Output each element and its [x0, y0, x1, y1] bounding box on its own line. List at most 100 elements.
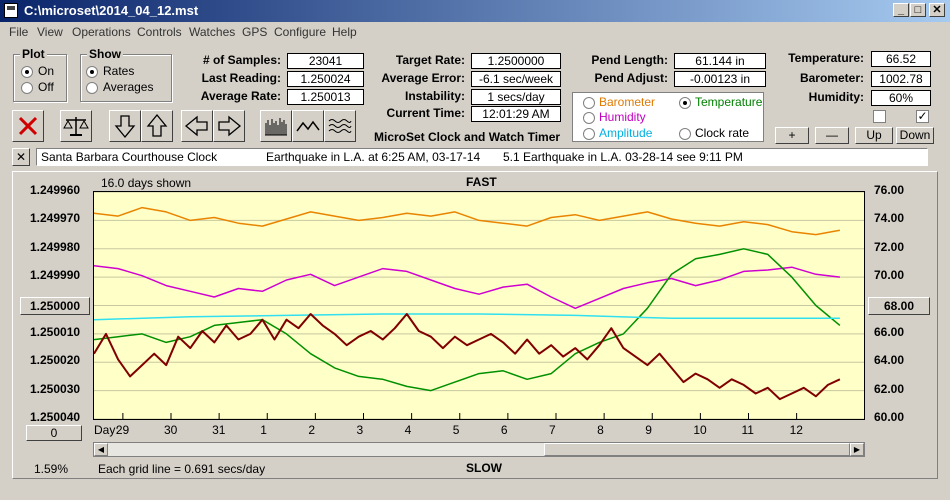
minimize-button[interactable]: _	[893, 3, 909, 17]
temperature-value: 66.52	[871, 51, 931, 67]
x-axis-tick-label: 1	[260, 423, 267, 437]
right-axis-tick-label: 66.00	[874, 324, 905, 339]
wave-graph-icon[interactable]	[324, 110, 356, 142]
sensor-amplitude-radio[interactable]	[583, 128, 595, 140]
bar-graph-icon[interactable]	[260, 110, 292, 142]
x-axis-tick-label: 3	[356, 423, 364, 437]
sensor-temperature-label[interactable]: Temperature	[695, 95, 763, 109]
scroll-thumb[interactable]	[544, 443, 850, 456]
left-axis-tick-label: 1.250010	[30, 324, 81, 339]
plot-on-radio[interactable]	[21, 66, 33, 78]
plot-group: Plot On Off	[13, 47, 67, 102]
scroll-left-arrow-icon[interactable]: ◀	[94, 443, 108, 456]
scroll-up-button[interactable]: Up	[855, 127, 893, 144]
plot-on-label[interactable]: On	[38, 64, 55, 78]
x-axis-tick-label: 9	[645, 423, 652, 437]
sensor-amplitude-label[interactable]: Amplitude	[599, 126, 653, 140]
left-axis-tick-label: 1.249990	[30, 268, 81, 283]
balance-scale-icon[interactable]	[60, 110, 92, 142]
up-arrow-icon[interactable]	[141, 110, 173, 142]
x-axis-tick-label: 12	[789, 423, 803, 437]
clear-notes-button[interactable]: ✕	[12, 148, 30, 166]
menu-watches[interactable]: Watches	[189, 25, 236, 39]
menu-gps[interactable]: GPS	[242, 25, 268, 39]
percent-text: 1.59%	[34, 462, 69, 476]
sensor-temperature-radio[interactable]	[679, 97, 691, 109]
series-amplitude-line	[93, 313, 840, 321]
x-axis-tick-label: 2	[308, 423, 316, 437]
sensor-barometer-label[interactable]: Barometer	[599, 95, 656, 109]
left-arrow-icon[interactable]	[181, 110, 213, 142]
chart-panel	[12, 171, 938, 479]
plot-area	[93, 191, 865, 420]
show-group-label: Show	[87, 47, 123, 61]
left-axis-tick-label: 1.250040	[30, 410, 81, 424]
sensor-clockrate-radio[interactable]	[679, 128, 691, 140]
x-axis-tick-label: 4	[404, 423, 412, 437]
current-time-label: Current Time:	[386, 106, 465, 120]
current-time-value: 12:01:29 AM	[471, 106, 561, 122]
scroll-down-button[interactable]: Down	[896, 127, 934, 144]
right-axis-tick-label: 62.00	[874, 381, 905, 396]
line-graph-icon[interactable]	[292, 110, 324, 142]
show-averages-label[interactable]: Averages	[103, 80, 154, 94]
down-arrow-icon[interactable]	[109, 110, 141, 142]
right-arrow-icon[interactable]	[213, 110, 245, 142]
horizontal-scrollbar[interactable]: ◀ ▶	[93, 442, 865, 457]
right-axis-tick-label: 64.00	[874, 353, 905, 368]
scroll-right-arrow-icon[interactable]: ▶	[850, 443, 864, 456]
right-axis-tick-label: 72.00	[874, 239, 905, 254]
x-axis-tick-label: 8	[597, 423, 604, 437]
days-shown-text: 16.0 days shown	[101, 176, 192, 190]
right-axis-tick-label: 74.00	[874, 211, 905, 226]
close-window-button[interactable]: ✕	[929, 3, 945, 17]
scale-plus-button[interactable]: +	[775, 127, 809, 144]
show-rates-label[interactable]: Rates	[103, 64, 135, 78]
sensor-humidity-radio[interactable]	[583, 112, 595, 124]
sensor-barometer-radio[interactable]	[583, 97, 595, 109]
last-reading-value: 1.250024	[287, 71, 364, 87]
show-averages-radio[interactable]	[86, 82, 98, 94]
average-rate-value: 1.250013	[287, 89, 364, 105]
center-temp-button[interactable]: 68.00	[868, 297, 930, 315]
scale-minus-button[interactable]: —	[815, 127, 849, 144]
x-axis-tick-label: 10	[693, 423, 707, 437]
show-rates-radio[interactable]	[86, 66, 98, 78]
average-rate-label: Average Rate:	[200, 89, 281, 103]
menu-configure[interactable]: Configure	[274, 25, 327, 39]
zero-button[interactable]: 0	[26, 425, 82, 441]
menu-help[interactable]: Help	[332, 25, 357, 39]
pend-length-value[interactable]: 61.144 in	[674, 53, 766, 69]
stop-x-icon[interactable]	[12, 110, 44, 142]
menu-operations[interactable]: Operations	[72, 25, 131, 39]
menu-file[interactable]: File	[9, 25, 29, 39]
left-axis-tick-label: 1.250030	[30, 381, 81, 396]
note-1-text: Earthquake in L.A. at 6:25 AM, 03-17-14	[266, 150, 481, 164]
humidity-value: 60%	[871, 90, 931, 106]
plot-off-label[interactable]: Off	[38, 80, 54, 94]
x-axis-tick-label: 5	[452, 423, 460, 437]
clock-name-text: Santa Barbara Courthouse Clock	[41, 150, 218, 164]
maximize-button[interactable]: □	[910, 3, 926, 17]
center-rate-button[interactable]: 1.250000	[20, 297, 90, 315]
right-checkbox[interactable]: ✓	[916, 109, 929, 123]
humidity-label: Humidity:	[808, 90, 864, 104]
app-caption: MicroSet Clock and Watch Timer	[374, 130, 561, 144]
menu-view[interactable]: View	[37, 25, 63, 39]
x-axis-tick-label: 11	[741, 423, 754, 437]
notes-field[interactable]: Santa Barbara Courthouse Clock Earthquak…	[36, 148, 928, 166]
series-barometer-line	[93, 206, 841, 236]
pend-adjust-label: Pend Adjust:	[594, 71, 668, 85]
show-group: Show Rates Averages	[80, 47, 172, 102]
sensor-humidity-label[interactable]: Humidity	[599, 110, 646, 124]
series-humidity-line	[93, 265, 840, 310]
plot-off-radio[interactable]	[21, 82, 33, 94]
target-rate-value[interactable]: 1.2500000	[471, 53, 561, 69]
series-temperature-line	[93, 248, 841, 392]
left-checkbox[interactable]	[873, 110, 886, 123]
app-icon	[4, 3, 18, 18]
sensor-clockrate-label[interactable]: Clock rate	[695, 126, 750, 140]
menu-controls[interactable]: Controls	[137, 25, 182, 39]
x-axis-tick-label: 31	[212, 423, 226, 437]
left-axis-tick-label: 1.249970	[30, 211, 81, 226]
